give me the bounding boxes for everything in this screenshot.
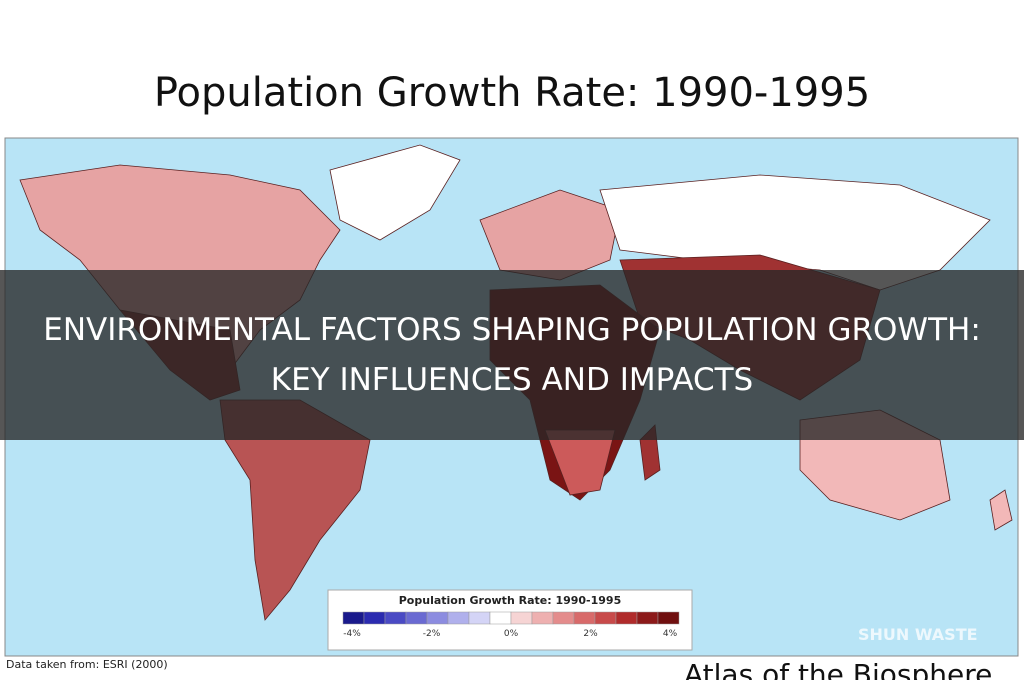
legend-swatch: [531, 611, 554, 625]
legend-swatch: [615, 611, 638, 625]
legend-swatch: [363, 611, 386, 625]
legend-swatch: [342, 611, 365, 625]
legend-swatch: [447, 611, 470, 625]
legend-swatch: [405, 611, 428, 625]
title-band: ENVIRONMENTAL FACTORS SHAPING POPULATION…: [0, 270, 1024, 440]
legend-label: 0%: [504, 629, 519, 639]
legend-label: 4%: [663, 629, 678, 639]
legend-swatch: [468, 611, 491, 625]
map-title: Population Growth Rate: 1990-1995: [154, 70, 870, 116]
legend-swatch: [552, 611, 575, 625]
legend-swatch: [636, 611, 659, 625]
legend-swatch: [573, 611, 596, 625]
atlas-credit: Atlas of the Biosphere: [684, 658, 992, 680]
legend-swatch: [510, 611, 533, 625]
legend-label: -2%: [423, 629, 441, 639]
article-title: ENVIRONMENTAL FACTORS SHAPING POPULATION…: [43, 312, 981, 398]
new-zealand: [989, 489, 1013, 531]
watermark: SHUN WASTE: [858, 625, 978, 644]
legend-swatch: [384, 611, 407, 625]
source-note: Data taken from: ESRI (2000): [6, 658, 168, 671]
legend-label: 2%: [583, 629, 598, 639]
greenland: [329, 144, 461, 241]
legend-swatch: [426, 611, 449, 625]
legend-swatch: [594, 611, 617, 625]
legend-scale: -4% -2% 0% 2% 4%: [342, 611, 680, 639]
legend-swatch: [489, 611, 512, 625]
legend-swatch: [657, 611, 680, 625]
legend-title: Population Growth Rate: 1990-1995: [399, 594, 622, 607]
legend-label: -4%: [343, 629, 361, 639]
